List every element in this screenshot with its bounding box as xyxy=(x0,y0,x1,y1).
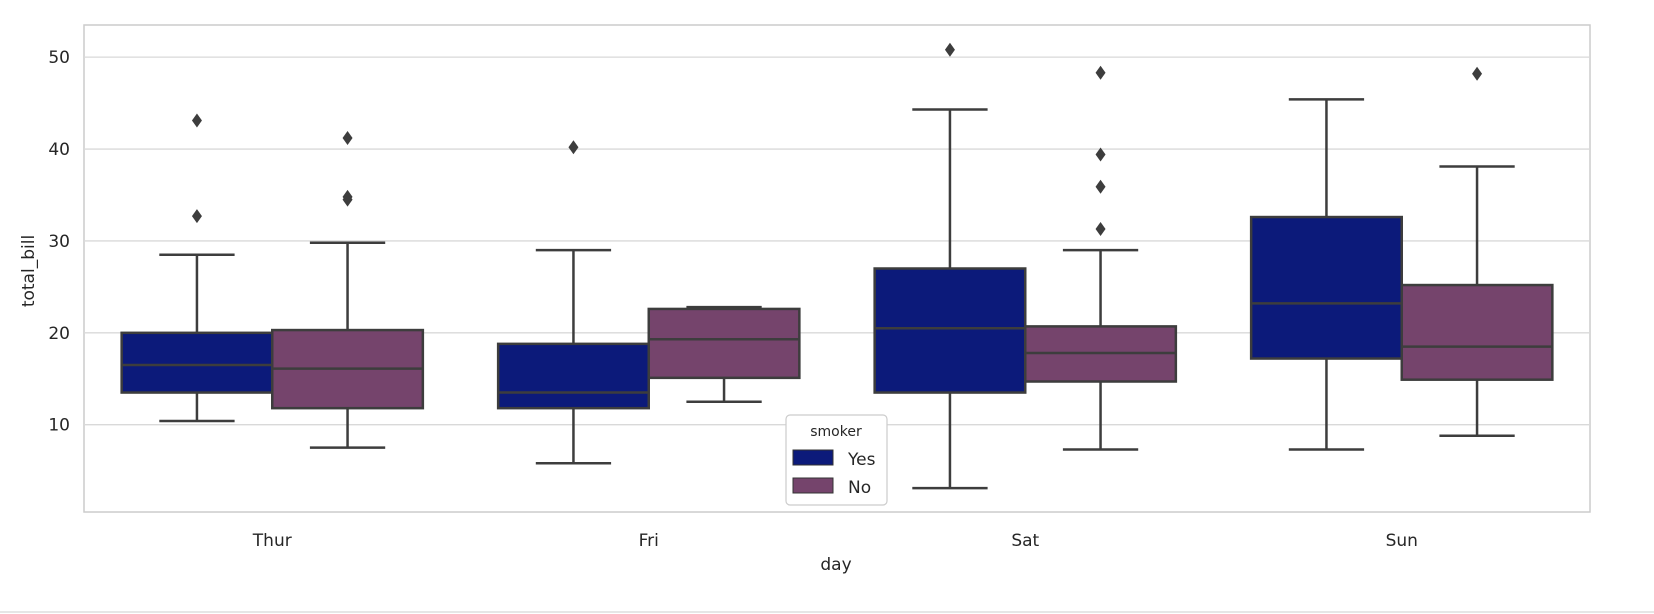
outlier-point xyxy=(342,131,353,146)
legend-swatch-no xyxy=(792,477,834,494)
y-axis-label: total_bill xyxy=(19,235,39,307)
y-tick-label: 30 xyxy=(48,232,70,252)
outlier-point xyxy=(1095,221,1106,236)
outlier-point xyxy=(1472,66,1483,81)
y-tick-label: 50 xyxy=(48,48,70,68)
outlier-point xyxy=(944,42,955,57)
box-iqr xyxy=(647,307,801,380)
box-iqr xyxy=(496,342,650,410)
x-tick-labels: Thur Fri Sat Sun xyxy=(252,531,1418,551)
outlier-point xyxy=(568,140,579,155)
box-sat-no xyxy=(1024,65,1178,451)
x-tick-label: Fri xyxy=(639,531,659,551)
box-fri-no xyxy=(647,305,801,403)
y-tick-label: 20 xyxy=(48,324,70,344)
box-thur-yes xyxy=(120,113,274,423)
outlier-point xyxy=(191,209,202,224)
legend-label-yes: Yes xyxy=(847,450,876,470)
y-tick-label: 40 xyxy=(48,140,70,160)
legend-swatch-yes xyxy=(792,449,834,466)
box-sun-no xyxy=(1400,66,1554,437)
outlier-point xyxy=(1095,65,1106,80)
y-tick-label: 10 xyxy=(48,416,70,436)
outlier-point xyxy=(342,189,353,204)
x-axis-label: day xyxy=(820,555,851,575)
box-iqr xyxy=(1249,215,1404,360)
outlier-point xyxy=(1095,179,1106,194)
box-series xyxy=(120,42,1554,490)
x-tick-label: Sun xyxy=(1386,531,1418,551)
x-tick-label: Thur xyxy=(252,531,292,551)
outlier-point xyxy=(1095,147,1106,162)
legend-label-no: No xyxy=(848,478,871,498)
box-sat-yes xyxy=(873,42,1027,490)
box-iqr xyxy=(873,267,1027,394)
y-tick-labels: 10 20 30 40 50 xyxy=(48,48,70,436)
box-sun-yes xyxy=(1249,98,1404,451)
box-iqr xyxy=(120,331,274,394)
box-fri-yes xyxy=(496,140,650,465)
legend: smoker Yes No xyxy=(785,414,888,506)
outlier-point xyxy=(191,113,202,128)
box-iqr xyxy=(1400,283,1554,381)
x-tick-label: Sat xyxy=(1011,531,1039,551)
box-thur-no xyxy=(271,131,425,449)
legend-title: smoker xyxy=(810,424,862,440)
